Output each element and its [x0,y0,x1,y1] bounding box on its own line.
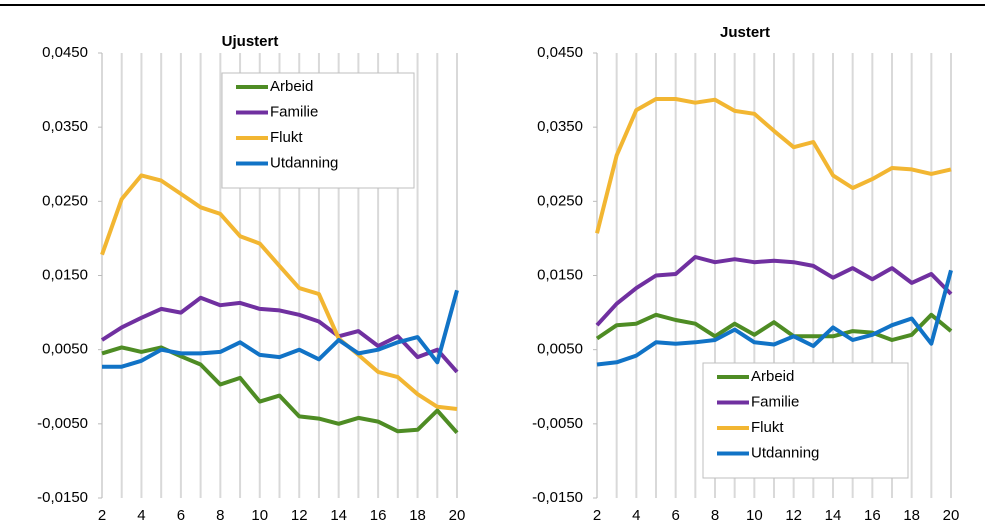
series-line [595,312,953,342]
x-tick-label: 16 [864,507,881,524]
x-tick-label: 6 [177,507,185,524]
series-line [100,173,458,411]
x-tick-label: 16 [370,507,387,524]
series-line [595,255,953,327]
y-tick-label: 0,0350 [537,118,583,135]
chart-title: Justert [720,24,770,41]
y-tick-label: -0,0150 [37,489,88,506]
legend-label: Familie [751,393,799,410]
series-line [100,295,459,374]
x-tick-label: 18 [409,507,426,524]
x-tick-label: 20 [943,507,960,524]
y-tick-label: -0,0150 [532,489,583,506]
legend-label: Utdanning [751,444,819,461]
legend-box [702,362,909,479]
x-tick-label: 14 [825,507,842,524]
legend-label: Flukt [270,129,303,146]
y-tick-label: -0,0050 [532,415,583,432]
x-tick-label: 2 [98,507,106,524]
legend-label: Arbeid [270,78,313,95]
x-tick-label: 8 [216,507,224,524]
x-tick-label: 18 [903,507,920,524]
x-tick-label: 2 [593,507,601,524]
legend-label: Flukt [751,419,784,436]
legend-box [221,72,415,189]
y-tick-label: 0,0450 [537,44,583,61]
y-tick-label: 0,0150 [537,266,583,283]
x-tick-label: 10 [746,507,763,524]
x-tick-label: 12 [785,507,802,524]
legend-label: Utdanning [270,154,338,171]
y-tick-label: 0,0050 [42,341,88,358]
y-tick-label: 0,0150 [42,266,88,283]
x-tick-label: 14 [330,507,347,524]
x-tick-label: 12 [291,507,308,524]
y-tick-label: 0,0250 [537,192,583,209]
chart-title: Ujustert [222,33,279,50]
series-line [595,97,952,234]
legend-label: Arbeid [751,368,794,385]
x-tick-label: 4 [632,507,640,524]
x-tick-label: 20 [449,507,466,524]
y-tick-label: 0,0350 [42,118,88,135]
y-tick-label: 0,0450 [42,44,88,61]
series-line [102,289,459,369]
series-line [101,345,459,435]
x-tick-label: 6 [671,507,679,524]
y-tick-label: 0,0050 [537,341,583,358]
y-tick-label: 0,0250 [42,192,88,209]
legend-label: Familie [270,103,318,120]
x-tick-label: 4 [137,507,145,524]
y-tick-label: -0,0050 [37,415,88,432]
x-tick-label: 8 [711,507,719,524]
series-line [596,269,953,367]
x-tick-label: 10 [251,507,268,524]
